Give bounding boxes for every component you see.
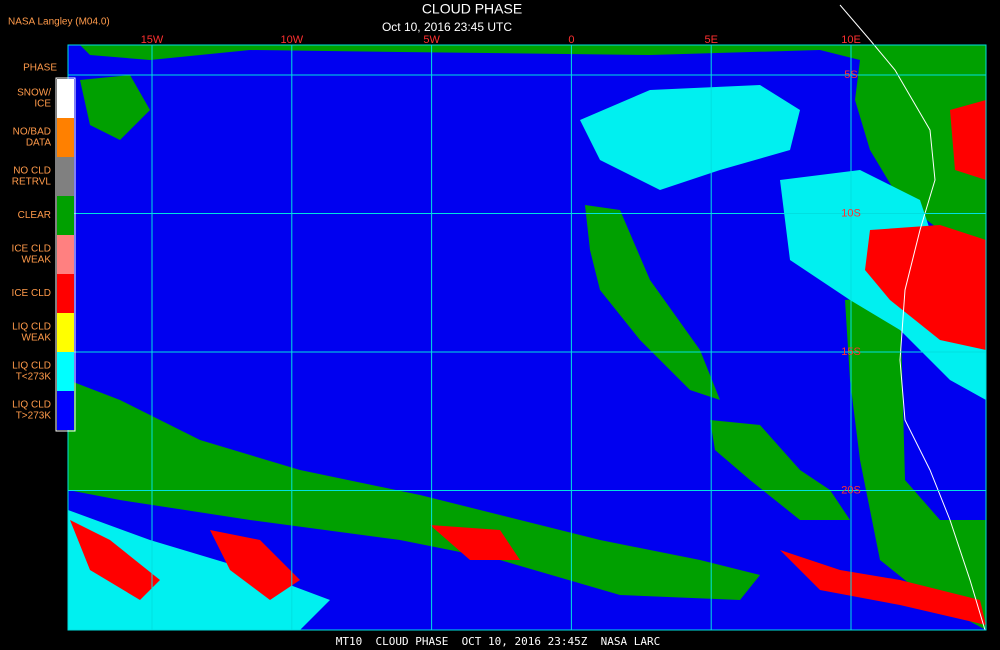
title: CLOUD PHASE <box>422 1 522 17</box>
legend-swatch <box>57 391 74 430</box>
legend-label: T<273K <box>16 372 52 383</box>
legend-title: PHASE <box>23 63 57 74</box>
legend-label: CLEAR <box>18 210 51 221</box>
longitude-label: 15W <box>141 34 164 46</box>
legend-label: SNOW/ <box>17 88 51 99</box>
legend-label: NO/BAD <box>13 127 51 138</box>
graticule: 15W 10W 5W 0 5E 10E 5S 10S 15S 20S <box>68 34 986 630</box>
map: 15W 10W 5W 0 5E 10E 5S 10S 15S 20S <box>67 4 987 631</box>
longitude-label: 10E <box>841 34 861 46</box>
longitude-label: 0 <box>568 34 574 46</box>
legend-label: T>273K <box>16 411 52 422</box>
longitude-label: 10W <box>280 34 303 46</box>
clear-regions <box>68 45 986 630</box>
legend-label: NO CLD <box>13 166 51 177</box>
legend-swatch <box>57 118 74 157</box>
legend-label: WEAK <box>22 255 52 266</box>
legend-label: ICE CLD <box>12 244 51 255</box>
legend-label: LIQ CLD <box>12 361 51 372</box>
legend-label: ICE CLD <box>12 288 51 299</box>
legend-label: DATA <box>26 138 52 149</box>
legend-swatch <box>57 352 74 391</box>
legend-swatch <box>57 157 74 196</box>
legend-label: WEAK <box>22 333 52 344</box>
latitude-label: 10S <box>841 207 861 219</box>
longitude-label: 5W <box>423 34 440 46</box>
longitude-label: 5E <box>704 34 717 46</box>
footer: MT10 CLOUD PHASE OCT 10, 2016 23:45Z NAS… <box>336 635 661 648</box>
legend-label: ICE <box>34 99 51 110</box>
legend-swatch <box>57 235 74 274</box>
legend-label: RETRVL <box>12 177 52 188</box>
coastline <box>839 4 986 631</box>
legend-label: LIQ CLD <box>12 400 51 411</box>
legend-swatch <box>57 196 74 235</box>
latitude-label: 5S <box>844 69 857 81</box>
ice-cloud-regions <box>70 100 986 625</box>
legend-label: LIQ CLD <box>12 322 51 333</box>
legend-swatch <box>57 313 74 352</box>
subtitle: Oct 10, 2016 23:45 UTC <box>382 20 512 34</box>
legend-swatch <box>57 274 74 313</box>
latitude-label: 20S <box>841 484 861 496</box>
latitude-label: 15S <box>841 346 861 358</box>
source-label: NASA Langley (M04.0) <box>8 17 110 28</box>
legend-frame <box>55 77 76 432</box>
legend-swatch <box>57 79 74 118</box>
